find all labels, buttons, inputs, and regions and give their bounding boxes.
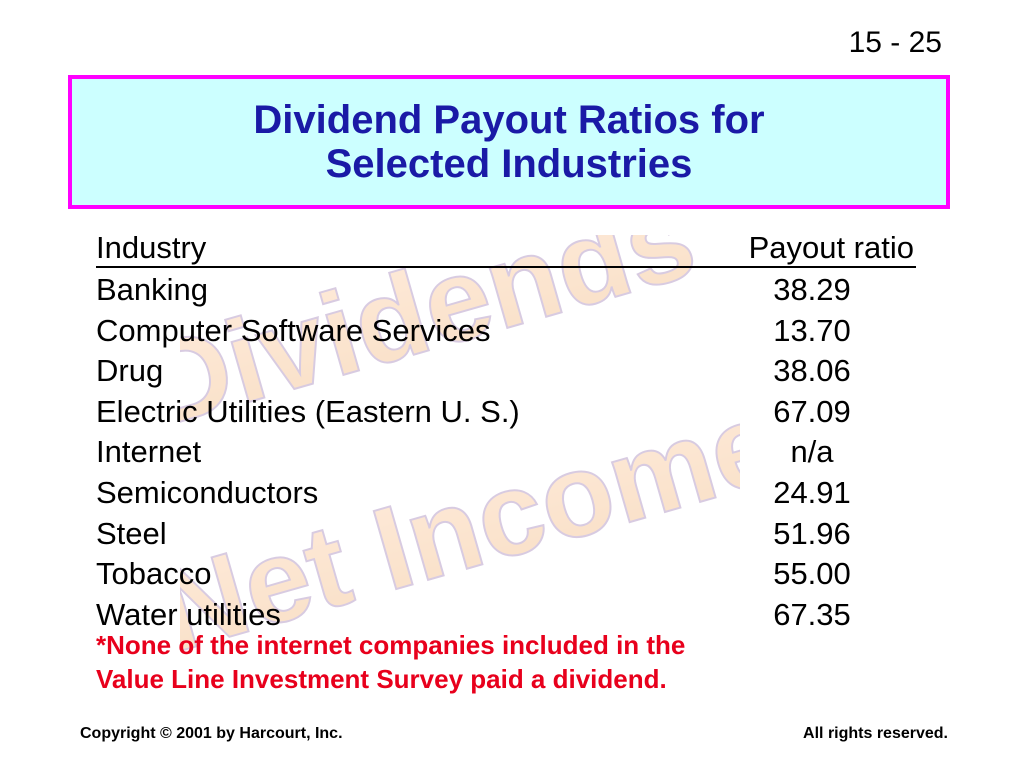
ratio-cell: 13.70: [773, 312, 851, 348]
table-row: Water utilities 67.35: [96, 595, 916, 636]
footnote: *None of the internet companies included…: [96, 628, 685, 696]
rights-text: All rights reserved.: [803, 725, 948, 742]
table-row: Internet n/a: [96, 432, 916, 473]
payout-table: Industry Payout ratio Banking 38.29 Comp…: [96, 228, 916, 635]
industry-cell: Steel: [96, 515, 167, 551]
industry-cell: Banking: [96, 272, 209, 307]
ratio-cell: 38.29: [773, 272, 851, 307]
industry-cell: Internet: [96, 434, 202, 470]
table-row: Drug 38.06: [96, 351, 916, 392]
table-row: Steel 51.96: [96, 514, 916, 555]
table-row: Banking 38.29: [96, 270, 916, 311]
industry-cell: Drug: [96, 353, 164, 389]
title-line-1: Dividend Payout Ratios for: [253, 98, 765, 142]
table-row: Computer Software Services 13.70: [96, 311, 916, 352]
industry-cell: Tobacco: [96, 556, 212, 592]
ratio-cell: 55.00: [773, 556, 851, 592]
ratio-cell: 67.09: [773, 393, 851, 429]
table-header-row: Industry Payout ratio: [96, 228, 916, 268]
industry-cell: Water utilities: [96, 596, 281, 632]
ratio-cell: 51.96: [773, 515, 851, 551]
industry-cell: Semiconductors: [96, 474, 319, 510]
copyright-text: Copyright © 2001 by Harcourt, Inc.: [80, 725, 343, 742]
ratio-cell: 67.35: [773, 596, 851, 632]
header-industry: Industry: [96, 230, 207, 265]
footnote-line-1: *None of the internet companies included…: [96, 630, 686, 660]
table-row: Electric Utilities (Eastern U. S.) 67.09: [96, 392, 916, 433]
ratio-cell: 38.06: [773, 353, 851, 389]
industry-cell: Computer Software Services: [96, 312, 491, 348]
title-box: Dividend Payout Ratios for Selected Indu…: [68, 75, 950, 209]
title-line-2: Selected Industries: [325, 142, 693, 186]
table-row: Tobacco 55.00: [96, 554, 916, 595]
industry-cell: Electric Utilities (Eastern U. S.): [96, 393, 520, 429]
table-row: Semiconductors 24.91: [96, 473, 916, 514]
footnote-line-2: Value Line Investment Survey paid a divi…: [96, 664, 667, 694]
header-payout-ratio: Payout ratio: [748, 230, 914, 265]
ratio-cell: n/a: [790, 434, 834, 470]
ratio-cell: 24.91: [773, 474, 851, 510]
slide-number: 15 - 25: [848, 26, 942, 59]
